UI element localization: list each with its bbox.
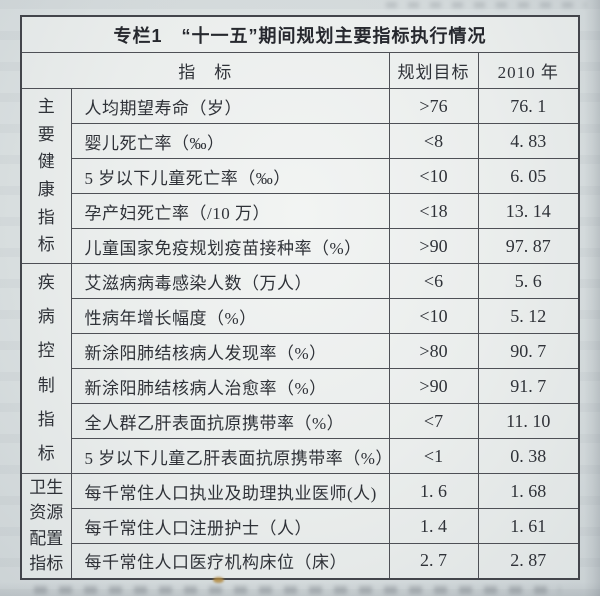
indicator-cell: 人均期望寿命（岁） (70, 88, 390, 124)
group-label: 疾病控制指标 (37, 272, 55, 464)
bleed-through-marks-bottom (34, 586, 560, 594)
value-cell: 97. 87 (477, 228, 580, 264)
table-row: 新涂阳肺结核病人发现率（%） >80 90. 7 (21, 333, 580, 369)
group-label: 主要健康指标 (37, 97, 55, 255)
page-edge-shadow-right (584, 0, 600, 596)
indicator-cell: 5 岁以下儿童乙肝表面抗原携带率（%） (70, 438, 390, 474)
table-row: 每千常住人口注册护士（人） 1. 4 1. 61 (21, 508, 580, 544)
table-row: 疾病控制指标 艾滋病病毒感染人数（万人） <6 5. 6 (20, 263, 580, 474)
table-row: 儿童国家免疫规划疫苗接种率（%） >90 97. 87 (21, 228, 580, 264)
table-title-row: 专栏1 “十一五”期间规划主要指标执行情况 (20, 15, 580, 53)
table-header-row: 指 标 规划目标 2010 年 (20, 52, 580, 89)
indicator-cell: 新涂阳肺结核病人发现率（%） (70, 333, 390, 369)
table-row: 每千常住人口医疗机构床位（床） 2. 7 2. 87 (21, 543, 580, 579)
indicator-cell: 儿童国家免疫规划疫苗接种率（%） (70, 228, 390, 264)
target-cell: <8 (388, 123, 479, 159)
target-cell: <10 (388, 298, 479, 334)
value-cell: 2. 87 (477, 543, 580, 579)
indicator-cell: 每千常住人口医疗机构床位（床） (70, 543, 390, 579)
table-row: 婴儿死亡率（‰） <8 4. 83 (21, 123, 580, 159)
table-row: 5 岁以下儿童死亡率（‰） <10 6. 05 (21, 158, 580, 194)
indicator-cell: 全人群乙肝表面抗原携带率（%） (70, 403, 390, 439)
group-cell-disease-control: 疾病控制指标 (20, 263, 72, 474)
table-row: 孕产妇死亡率（/10 万） <18 13. 14 (21, 193, 580, 229)
target-cell: <6 (388, 263, 479, 299)
table-row: 性病年增长幅度（%） <10 5. 12 (21, 298, 580, 334)
table-row: 新涂阳肺结核病人治愈率（%） >90 91. 7 (21, 368, 580, 404)
value-cell: 13. 14 (477, 193, 580, 229)
group-label: 卫生资源配置指标 (29, 477, 64, 574)
column-header-target: 规划目标 (388, 52, 479, 89)
indicator-cell: 新涂阳肺结核病人治愈率（%） (70, 368, 390, 404)
value-cell: 0. 38 (477, 438, 580, 474)
value-cell: 6. 05 (477, 158, 580, 194)
table-row: 全人群乙肝表面抗原携带率（%） <7 11. 10 (21, 403, 580, 439)
value-cell: 1. 61 (477, 508, 580, 544)
value-cell: 76. 1 (477, 88, 580, 124)
column-header-year: 2010 年 (477, 52, 580, 89)
value-cell: 90. 7 (477, 333, 580, 369)
indicator-cell: 5 岁以下儿童死亡率（‰） (70, 158, 390, 194)
target-cell: 1. 4 (388, 508, 479, 544)
indicators-table: 专栏1 “十一五”期间规划主要指标执行情况 指 标 规划目标 2010 年 主要… (20, 15, 581, 580)
group-cell-main-health: 主要健康指标 (20, 88, 72, 264)
value-cell: 91. 7 (477, 368, 580, 404)
target-cell: 2. 7 (388, 543, 479, 579)
indicator-cell: 每千常住人口注册护士（人） (70, 508, 390, 544)
table-row: 5 岁以下儿童乙肝表面抗原携带率（%） <1 0. 38 (21, 438, 580, 474)
target-cell: <1 (388, 438, 479, 474)
indicator-cell: 性病年增长幅度（%） (70, 298, 390, 334)
value-cell: 4. 83 (477, 123, 580, 159)
indicator-cell: 每千常住人口执业及助理执业医师(人) (70, 473, 390, 509)
target-cell: >76 (388, 88, 479, 124)
indicator-cell: 婴儿死亡率（‰） (70, 123, 390, 159)
value-cell: 5. 12 (477, 298, 580, 334)
group-cell-health-resources: 卫生资源配置指标 (20, 473, 72, 579)
target-cell: <10 (388, 158, 479, 194)
target-cell: >90 (388, 228, 479, 264)
target-cell: >80 (388, 333, 479, 369)
indicator-cell: 孕产妇死亡率（/10 万） (70, 193, 390, 229)
target-cell: <18 (388, 193, 479, 229)
table-title: 专栏1 “十一五”期间规划主要指标执行情况 (20, 15, 580, 53)
target-cell: >90 (388, 368, 479, 404)
value-cell: 1. 68 (477, 473, 580, 509)
table-row: 主要健康指标 人均期望寿命（岁） >76 76. 1 (20, 88, 580, 264)
page-edge-shadow-bottom (0, 582, 600, 596)
bleed-through-marks-top (386, 2, 586, 8)
column-header-indicator: 指 标 (20, 52, 390, 89)
indicator-cell: 艾滋病病毒感染人数（万人） (70, 263, 390, 299)
target-cell: 1. 6 (388, 473, 479, 509)
value-cell: 5. 6 (477, 263, 580, 299)
value-cell: 11. 10 (477, 403, 580, 439)
table-row: 卫生资源配置指标 每千常住人口执业及助理执业医师(人) 1. 6 1. 68 (20, 473, 580, 579)
target-cell: <7 (388, 403, 479, 439)
